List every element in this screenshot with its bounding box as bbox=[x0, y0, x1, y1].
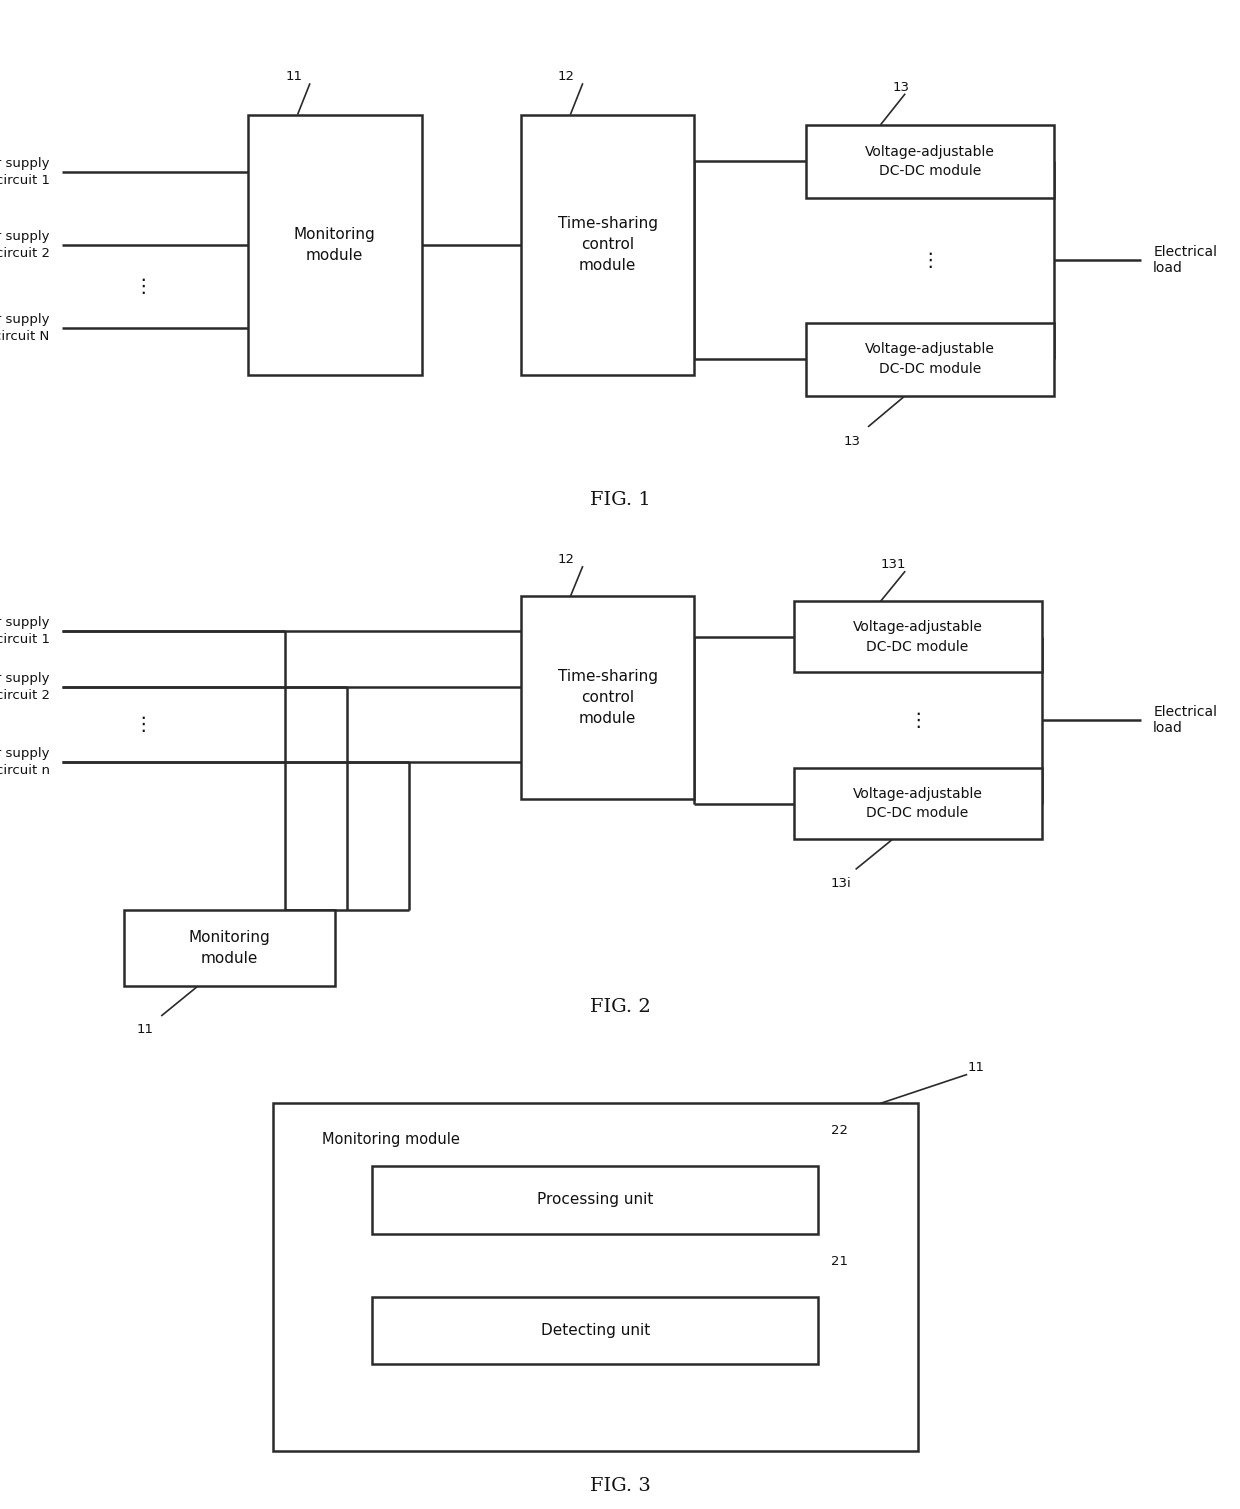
Text: FIG. 2: FIG. 2 bbox=[590, 997, 650, 1016]
Text: Processing unit: Processing unit bbox=[537, 1192, 653, 1207]
Text: Power supply
circuit N: Power supply circuit N bbox=[0, 312, 50, 343]
Text: Detecting unit: Detecting unit bbox=[541, 1323, 650, 1338]
Text: Voltage-adjustable
DC-DC module: Voltage-adjustable DC-DC module bbox=[853, 620, 982, 653]
Text: 12: 12 bbox=[558, 554, 575, 566]
Text: Voltage-adjustable
DC-DC module: Voltage-adjustable DC-DC module bbox=[853, 786, 982, 821]
Text: 11: 11 bbox=[967, 1061, 985, 1074]
Text: 11: 11 bbox=[136, 1023, 154, 1037]
Bar bbox=[248, 115, 422, 374]
Bar bbox=[273, 1103, 918, 1452]
Text: Power supply
circuit 2: Power supply circuit 2 bbox=[0, 673, 50, 702]
Text: Electrical
load: Electrical load bbox=[1153, 705, 1218, 735]
Text: Monitoring
module: Monitoring module bbox=[188, 930, 270, 966]
Text: Voltage-adjustable
DC-DC module: Voltage-adjustable DC-DC module bbox=[866, 145, 994, 178]
Text: 11: 11 bbox=[285, 71, 303, 83]
Text: FIG. 1: FIG. 1 bbox=[590, 490, 650, 509]
Text: 131: 131 bbox=[880, 558, 906, 570]
Text: 13: 13 bbox=[843, 435, 861, 448]
Bar bbox=[794, 602, 1042, 672]
Text: 13i: 13i bbox=[831, 877, 852, 890]
Text: Monitoring module: Monitoring module bbox=[322, 1132, 460, 1147]
Bar bbox=[806, 125, 1054, 198]
Bar bbox=[372, 1166, 818, 1234]
Bar bbox=[124, 910, 335, 985]
Bar bbox=[372, 1296, 818, 1364]
Text: Power supply
circuit 2: Power supply circuit 2 bbox=[0, 229, 50, 260]
Text: Voltage-adjustable
DC-DC module: Voltage-adjustable DC-DC module bbox=[866, 343, 994, 376]
Text: 21: 21 bbox=[831, 1254, 848, 1268]
Text: Time-sharing
control
module: Time-sharing control module bbox=[558, 216, 657, 273]
Text: FIG. 3: FIG. 3 bbox=[589, 1476, 651, 1494]
Text: Power supply
circuit 1: Power supply circuit 1 bbox=[0, 616, 50, 646]
Bar bbox=[794, 768, 1042, 839]
Bar bbox=[806, 323, 1054, 395]
Text: ⋮: ⋮ bbox=[133, 276, 153, 296]
Text: Electrical
load: Electrical load bbox=[1153, 244, 1218, 276]
Text: Power supply
circuit 1: Power supply circuit 1 bbox=[0, 157, 50, 187]
Text: 12: 12 bbox=[558, 71, 575, 83]
Text: Time-sharing
control
module: Time-sharing control module bbox=[558, 668, 657, 726]
Text: 13: 13 bbox=[893, 80, 910, 94]
Text: ⋮: ⋮ bbox=[908, 711, 928, 730]
Bar bbox=[521, 596, 694, 798]
Text: Monitoring
module: Monitoring module bbox=[294, 226, 376, 263]
Text: ⋮: ⋮ bbox=[920, 250, 940, 270]
Bar bbox=[521, 115, 694, 374]
Text: Power supply
circuit n: Power supply circuit n bbox=[0, 747, 50, 777]
Text: 22: 22 bbox=[831, 1124, 848, 1138]
Text: ⋮: ⋮ bbox=[133, 715, 153, 735]
